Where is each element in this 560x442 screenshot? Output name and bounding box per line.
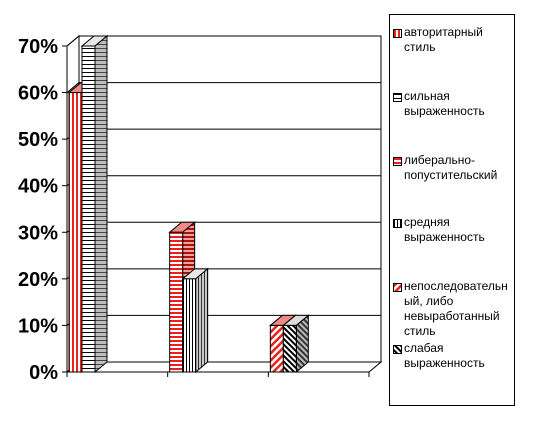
legend-label: средняя выраженность [404, 215, 485, 244]
legend-swatch [393, 283, 402, 292]
legend: авторитарный стиль сильная выраженность ли… [389, 14, 515, 406]
legend-swatch [393, 29, 402, 38]
y-tick-label: 0% [29, 362, 58, 384]
y-tick-label: 30% [18, 222, 58, 244]
legend-label: сильная выраженность [404, 89, 485, 118]
legend-label: непоследовательн ый, либо невыработанный ст… [404, 279, 516, 339]
bar-front [68, 92, 83, 373]
bar-side [94, 34, 108, 374]
back-wall [78, 35, 382, 363]
bar [281, 314, 310, 374]
y-tick-label: 50% [18, 129, 58, 151]
y-tick-label: 70% [18, 36, 58, 58]
bar-side [195, 267, 209, 374]
bar-side [295, 314, 309, 374]
legend-label-line: невыработанный [404, 309, 500, 323]
bar-front [182, 278, 197, 373]
legend-label-line: ый, либо [404, 294, 454, 308]
legend-label: либерально-попустительский [404, 153, 498, 182]
y-tick-label: 20% [18, 269, 58, 291]
legend-label: слабая выраженность [404, 341, 485, 370]
floor [65, 361, 383, 373]
gridline-side [66, 35, 80, 47]
gridline-side [66, 82, 80, 93]
legend-label-line: непоследовательн [404, 279, 508, 293]
y-tick-label: 10% [18, 315, 58, 337]
bar-front [282, 324, 297, 373]
legend-swatch [393, 157, 402, 166]
y-axis-ticks: 0% 10% 20% 30% 40% 50% 60% 70% [18, 36, 370, 384]
plot-area [65, 34, 383, 374]
bars [67, 34, 310, 374]
y-tick-label: 60% [18, 83, 58, 105]
bar-front [169, 231, 184, 373]
legend-swatch [393, 345, 402, 354]
legend-label-line: стиль [404, 324, 436, 338]
bar [181, 267, 210, 374]
legend-swatch [393, 219, 402, 228]
bar [80, 34, 109, 374]
legend-label: авторитарный стиль [404, 25, 483, 54]
bar-front [81, 45, 96, 373]
y-tick-label: 40% [18, 176, 58, 198]
bar-front [269, 324, 284, 373]
legend-swatch [393, 93, 402, 102]
